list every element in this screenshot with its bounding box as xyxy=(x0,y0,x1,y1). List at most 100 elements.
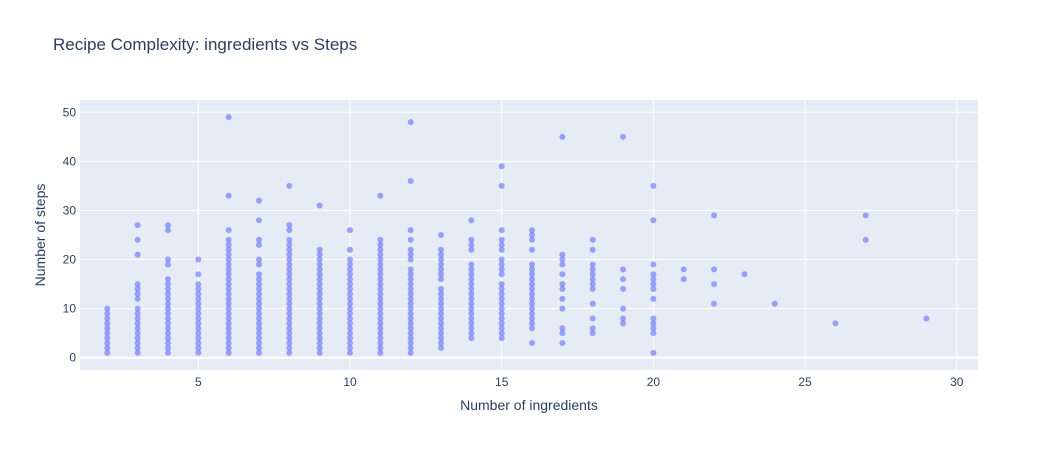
data-point xyxy=(377,295,384,302)
data-point xyxy=(438,344,445,351)
data-point xyxy=(498,281,505,288)
data-point xyxy=(286,290,293,297)
data-point xyxy=(468,315,475,322)
data-point xyxy=(225,315,232,322)
data-point xyxy=(164,320,171,327)
y-tick-label: 20 xyxy=(63,253,77,267)
data-point xyxy=(134,335,141,342)
data-point xyxy=(104,330,111,337)
data-point xyxy=(347,330,354,337)
data-point xyxy=(104,349,111,356)
data-point xyxy=(255,281,262,288)
data-point xyxy=(255,330,262,337)
data-point xyxy=(286,335,293,342)
data-point xyxy=(711,300,718,307)
data-point xyxy=(498,305,505,312)
data-point xyxy=(316,305,323,312)
data-point xyxy=(255,261,262,268)
data-point xyxy=(468,295,475,302)
data-point xyxy=(347,271,354,278)
data-point xyxy=(589,261,596,268)
data-point xyxy=(650,315,657,322)
data-point xyxy=(529,340,536,346)
data-point xyxy=(468,320,475,327)
data-point xyxy=(589,315,596,322)
data-point xyxy=(377,192,384,199)
data-point xyxy=(529,276,536,283)
data-point xyxy=(195,256,202,263)
data-point xyxy=(104,315,111,322)
x-axis-title: Number of ingredients xyxy=(460,397,598,413)
data-point xyxy=(650,276,657,283)
data-point xyxy=(438,266,445,273)
data-point xyxy=(134,344,141,351)
data-point xyxy=(377,256,384,263)
data-point xyxy=(195,305,202,312)
data-point xyxy=(438,320,445,327)
data-point xyxy=(620,320,627,327)
data-point xyxy=(498,330,505,337)
data-point xyxy=(529,271,536,278)
data-point xyxy=(195,340,202,346)
data-point xyxy=(832,320,839,327)
data-point xyxy=(407,320,414,327)
y-gridlines xyxy=(80,111,978,359)
data-point xyxy=(347,261,354,268)
data-point xyxy=(498,271,505,278)
data-point xyxy=(650,271,657,278)
data-point xyxy=(104,340,111,346)
data-point xyxy=(620,315,627,322)
data-point xyxy=(195,325,202,332)
data-point xyxy=(407,340,414,346)
data-point xyxy=(680,266,687,273)
data-point xyxy=(407,335,414,342)
data-point xyxy=(377,281,384,288)
data-point xyxy=(225,236,232,243)
data-point xyxy=(316,290,323,297)
data-point xyxy=(498,335,505,342)
data-point xyxy=(316,300,323,307)
data-point xyxy=(498,310,505,317)
data-point xyxy=(377,246,384,253)
data-point xyxy=(407,271,414,278)
data-point xyxy=(559,325,566,332)
data-point xyxy=(589,266,596,273)
data-point xyxy=(498,315,505,322)
data-point xyxy=(620,276,627,283)
data-point xyxy=(104,325,111,332)
data-point xyxy=(377,315,384,322)
data-point xyxy=(286,300,293,307)
data-point xyxy=(620,266,627,273)
data-point xyxy=(316,310,323,317)
data-point xyxy=(923,315,930,322)
data-point xyxy=(134,290,141,297)
data-point xyxy=(377,276,384,283)
data-point xyxy=(529,300,536,307)
data-point xyxy=(377,286,384,292)
data-point xyxy=(134,340,141,346)
data-point xyxy=(498,182,505,189)
data-point xyxy=(589,236,596,243)
data-point xyxy=(589,246,596,253)
data-point xyxy=(377,335,384,342)
data-point xyxy=(559,271,566,278)
data-point xyxy=(498,236,505,243)
data-point xyxy=(529,261,536,268)
data-point xyxy=(650,182,657,189)
data-point xyxy=(286,281,293,288)
data-point xyxy=(286,241,293,248)
data-point xyxy=(164,349,171,356)
data-point xyxy=(347,246,354,253)
data-point xyxy=(377,290,384,297)
data-point xyxy=(316,202,323,209)
data-point xyxy=(407,236,414,243)
data-point xyxy=(650,325,657,332)
x-axis-ticks: 5 10 15 20 25 30 xyxy=(195,375,964,389)
data-point xyxy=(468,330,475,337)
data-point xyxy=(498,320,505,327)
data-point xyxy=(255,236,262,243)
data-point xyxy=(316,320,323,327)
data-point xyxy=(255,315,262,322)
y-axis-ticks: 0 10 20 30 40 50 xyxy=(63,105,77,364)
data-point xyxy=(529,305,536,312)
